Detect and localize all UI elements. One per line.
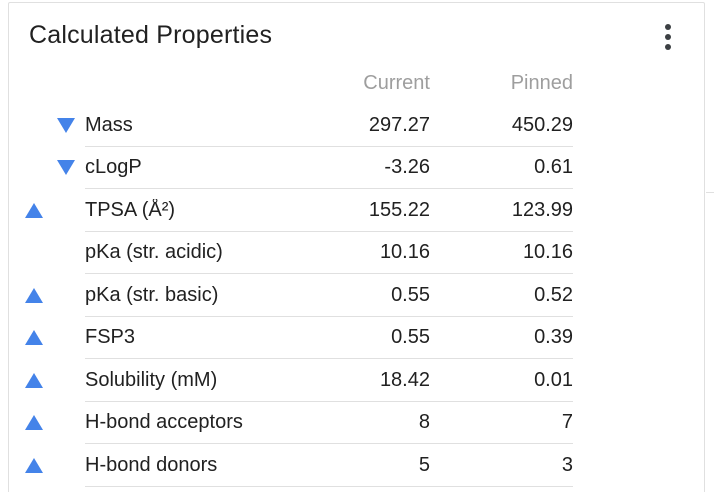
current-value: 0.55 bbox=[391, 326, 430, 349]
current-value: 18.42 bbox=[379, 368, 430, 391]
property-label: pKa (str. acidic) bbox=[85, 241, 223, 264]
property-row[interactable]: pKa (str. basic) 0.55 0.52 bbox=[9, 274, 573, 317]
property-row[interactable]: cLogP -3.26 0.61 bbox=[9, 147, 573, 190]
current-value: 8 bbox=[418, 411, 430, 434]
pinned-value: 3 bbox=[561, 453, 573, 476]
trend-up-icon bbox=[25, 202, 43, 218]
overflow-menu-button[interactable] bbox=[654, 19, 682, 55]
calculated-properties-panel: Calculated Properties Current Pinned bbox=[8, 2, 705, 492]
pinned-value: 0.52 bbox=[534, 283, 573, 306]
adjacent-panel-divider bbox=[706, 192, 714, 193]
trend-up-icon bbox=[25, 287, 43, 303]
property-row[interactable]: TPSA (Å²) 155.22 123.99 bbox=[9, 189, 573, 232]
current-value: 297.27 bbox=[368, 113, 430, 136]
property-label: TPSA (Å²) bbox=[85, 198, 176, 221]
table-header-row: Current Pinned bbox=[9, 62, 573, 104]
trend-up-icon bbox=[25, 415, 43, 431]
pinned-value: 7 bbox=[561, 411, 573, 434]
pinned-value: 0.39 bbox=[534, 326, 573, 349]
property-label: FSP3 bbox=[85, 326, 136, 349]
pinned-value: 450.29 bbox=[511, 113, 573, 136]
property-row[interactable]: Solubility (mM) 18.42 0.01 bbox=[9, 359, 573, 402]
kebab-menu-icon bbox=[664, 23, 672, 51]
property-label: H-bond acceptors bbox=[85, 411, 243, 434]
property-label: Mass bbox=[85, 113, 133, 136]
property-label: Solubility (mM) bbox=[85, 368, 218, 391]
trend-up-icon bbox=[25, 330, 43, 346]
trend-down-icon bbox=[57, 117, 75, 133]
property-label: H-bond donors bbox=[85, 453, 218, 476]
column-header-pinned: Pinned bbox=[510, 71, 573, 94]
property-row[interactable]: H-bond donors 5 3 bbox=[9, 444, 573, 487]
pinned-value: 123.99 bbox=[511, 198, 573, 221]
property-label: pKa (str. basic) bbox=[85, 283, 219, 306]
pinned-value: 0.61 bbox=[534, 156, 573, 179]
properties-table: Current Pinned Mass 297.27 450.29 cLogP … bbox=[9, 62, 573, 487]
trend-up-icon bbox=[25, 457, 43, 473]
property-row[interactable]: pKa (str. acidic) 10.16 10.16 bbox=[9, 232, 573, 275]
column-header-current: Current bbox=[363, 71, 430, 94]
pinned-value: 10.16 bbox=[522, 241, 573, 264]
property-row[interactable]: Mass 297.27 450.29 bbox=[9, 104, 573, 147]
property-row[interactable]: FSP3 0.55 0.39 bbox=[9, 317, 573, 360]
current-value: 10.16 bbox=[379, 241, 430, 264]
current-value: 155.22 bbox=[368, 198, 430, 221]
current-value: -3.26 bbox=[384, 156, 430, 179]
trend-up-icon bbox=[25, 372, 43, 388]
panel-title: Calculated Properties bbox=[29, 21, 273, 49]
pinned-value: 0.01 bbox=[534, 368, 573, 391]
property-label: cLogP bbox=[85, 156, 142, 179]
current-value: 0.55 bbox=[391, 283, 430, 306]
current-value: 5 bbox=[418, 453, 430, 476]
trend-down-icon bbox=[57, 160, 75, 176]
property-row[interactable]: H-bond acceptors 8 7 bbox=[9, 402, 573, 445]
